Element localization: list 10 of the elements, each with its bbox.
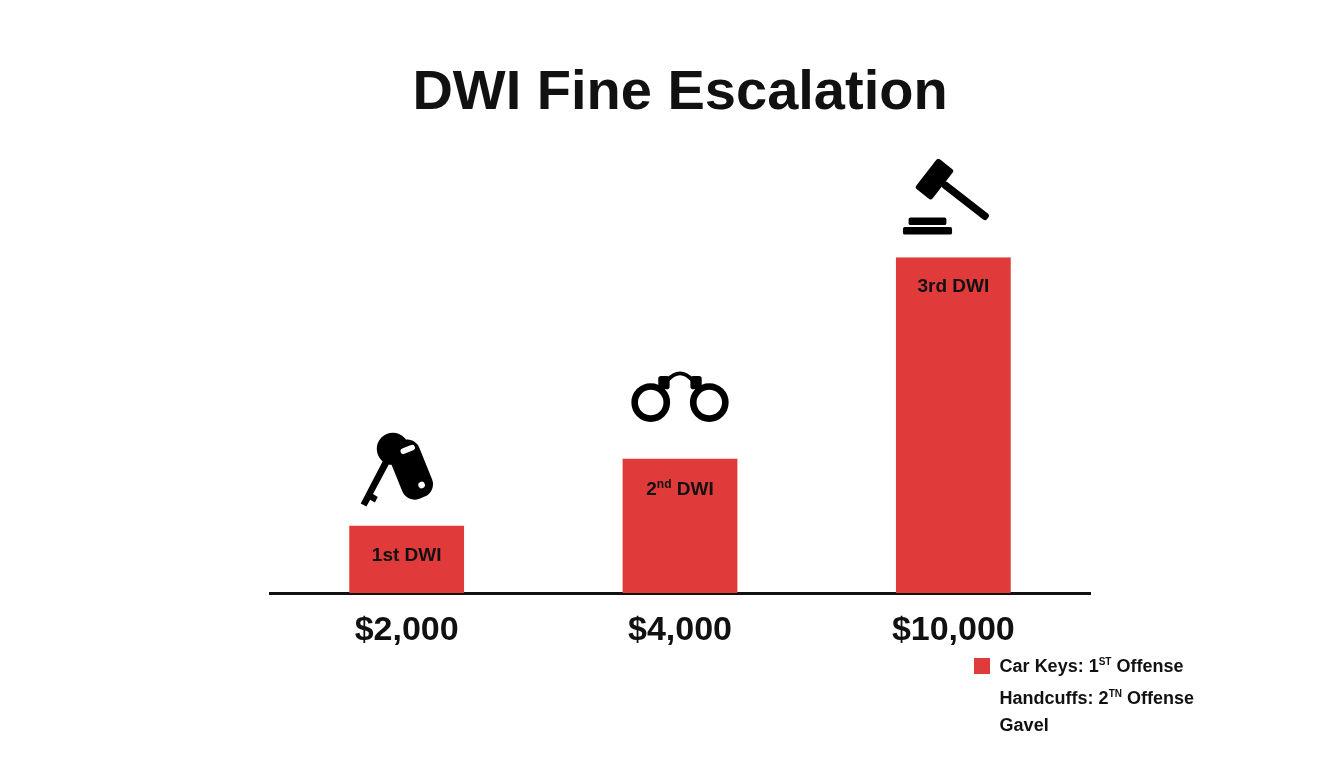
legend-label: Car Keys: 1$^{ST}$ Offense bbox=[998, 655, 1185, 678]
data-label: $4,000 bbox=[628, 609, 732, 648]
text: Gavel bbox=[998, 714, 1050, 737]
text: Handcuffs: 2$^{TN}$ Offense bbox=[998, 687, 1194, 710]
x-tick-label: 3rd DWI bbox=[917, 275, 990, 298]
x-tick-label: 1st DWI bbox=[371, 543, 442, 566]
chart-title: DWI Fine Escalation bbox=[412, 58, 948, 122]
x-tick-label: 2$^{nd}$ DWI bbox=[646, 476, 714, 500]
data-label: $2,000 bbox=[354, 609, 459, 648]
data-label: $10,000 bbox=[891, 609, 1015, 648]
